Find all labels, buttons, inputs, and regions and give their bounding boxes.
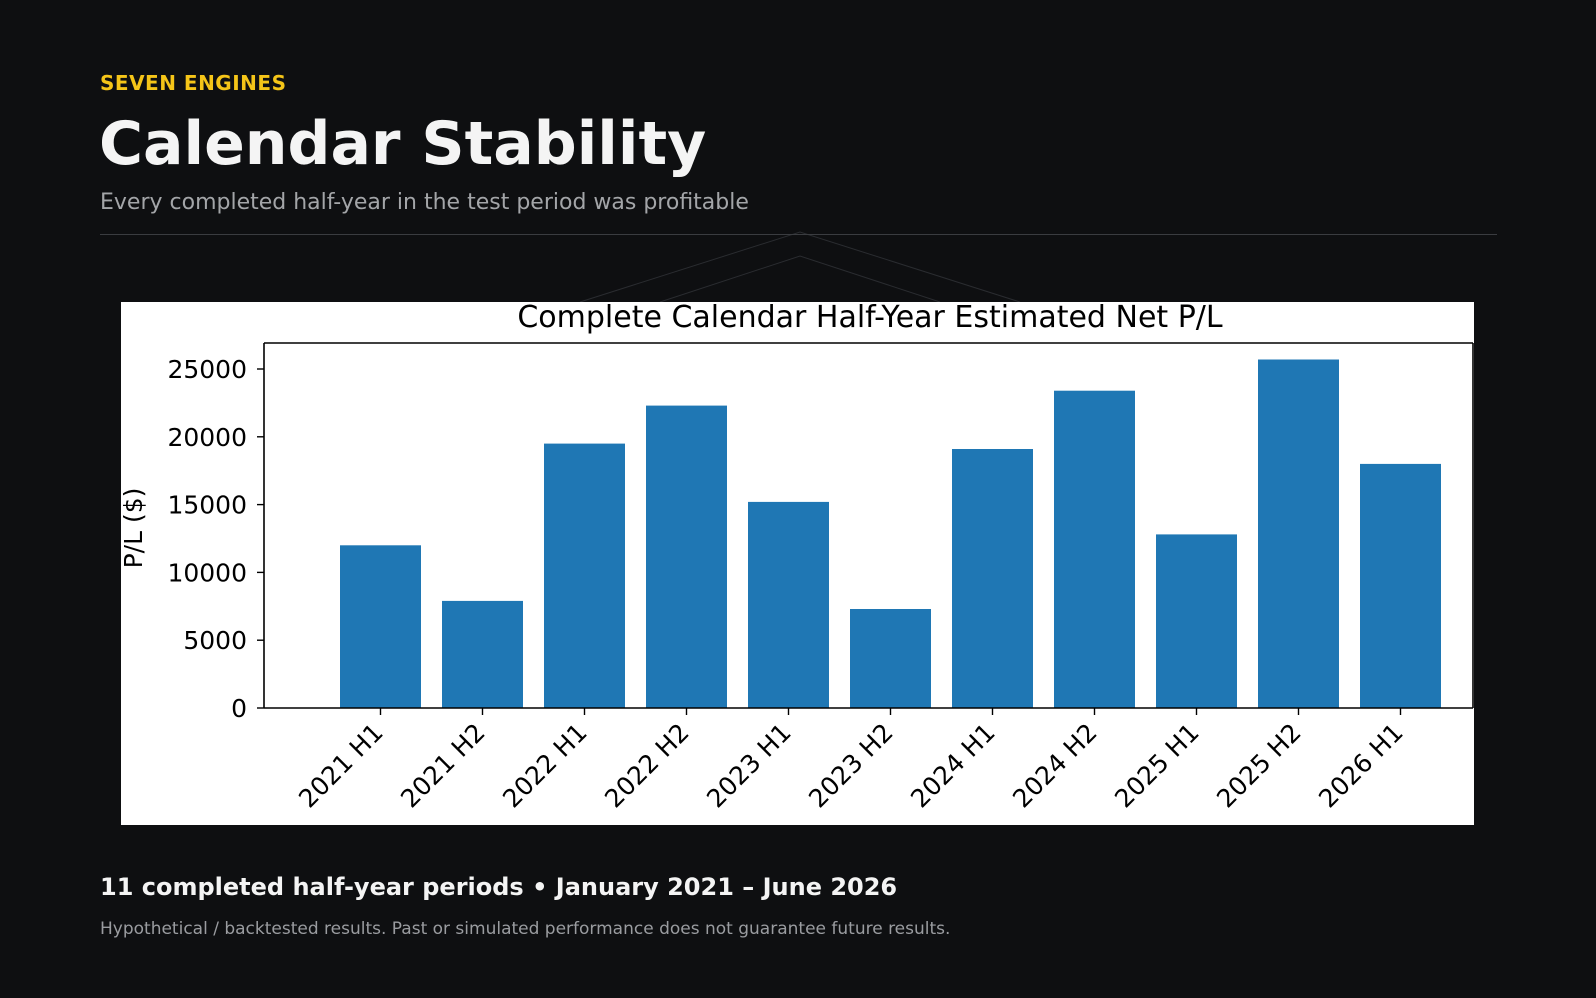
y-tick-label: 0 — [231, 694, 247, 723]
page-title: Calendar Stability — [99, 109, 707, 179]
brand-kicker: SEVEN ENGINES — [100, 71, 287, 95]
bar-2025-h1 — [1156, 534, 1237, 708]
y-tick-label: 10000 — [167, 558, 247, 587]
x-tick-label: 2024 H1 — [905, 718, 1001, 814]
x-tick-label: 2023 H2 — [803, 718, 899, 814]
bar-2023-h1 — [748, 501, 829, 708]
bar-2021-h1 — [340, 545, 421, 708]
chart-title: Complete Calendar Half-Year Estimated Ne… — [517, 302, 1223, 335]
bar-2025-h2 — [1258, 359, 1339, 708]
x-tick-label: 2025 H1 — [1109, 718, 1205, 814]
bar-2022-h1 — [544, 443, 625, 708]
y-tick-label: 25000 — [167, 355, 247, 384]
disclaimer-text: Hypothetical / backtested results. Past … — [100, 919, 951, 939]
page-subtitle: Every completed half-year in the test pe… — [100, 190, 749, 215]
y-tick-label: 5000 — [183, 626, 247, 655]
y-tick-label: 20000 — [167, 423, 247, 452]
x-tick-label: 2026 H1 — [1313, 718, 1409, 814]
chart-card: Complete Calendar Half-Year Estimated Ne… — [121, 302, 1474, 825]
y-tick-label: 15000 — [167, 491, 247, 520]
x-tick-label: 2022 H2 — [599, 718, 695, 814]
header-divider — [100, 234, 1497, 235]
x-tick-label: 2022 H1 — [497, 718, 593, 814]
x-tick-label: 2023 H1 — [701, 718, 797, 814]
bar-2024-h2 — [1054, 390, 1135, 708]
bar-2021-h2 — [442, 600, 523, 708]
bar-2026-h1 — [1360, 463, 1441, 708]
period-summary: 11 completed half-year periods • January… — [100, 873, 898, 901]
bar-2024-h1 — [952, 449, 1033, 708]
x-tick-label: 2021 H2 — [395, 718, 491, 814]
bar-chart: Complete Calendar Half-Year Estimated Ne… — [121, 302, 1474, 814]
y-axis-label: P/L ($) — [121, 488, 148, 569]
x-tick-label: 2021 H1 — [293, 718, 389, 814]
x-tick-label: 2024 H2 — [1007, 718, 1103, 814]
bar-2022-h2 — [646, 405, 727, 708]
x-tick-label: 2025 H2 — [1211, 718, 1307, 814]
bar-2023-h2 — [850, 609, 931, 708]
